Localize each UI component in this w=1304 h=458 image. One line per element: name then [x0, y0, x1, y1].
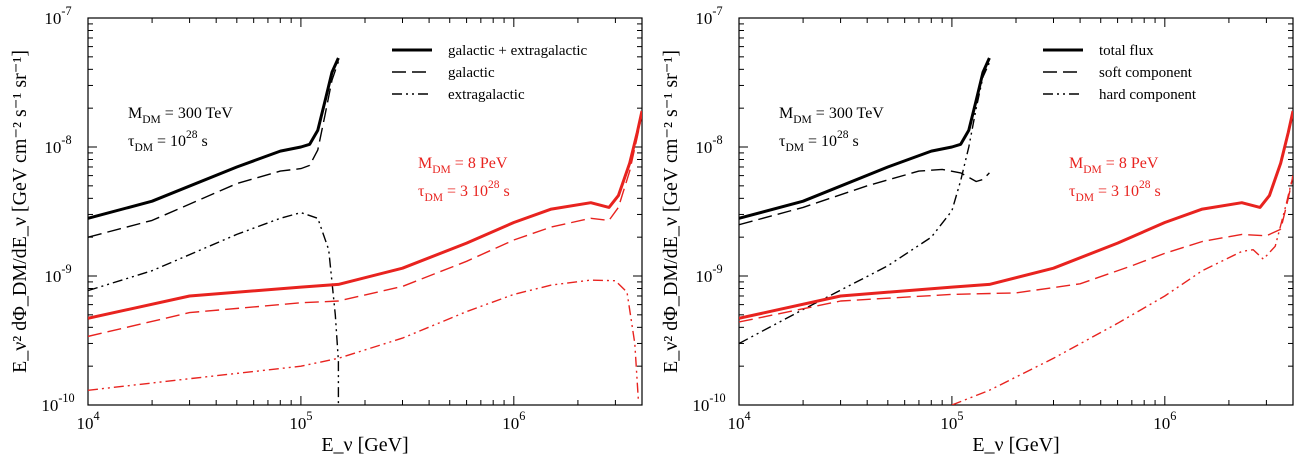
- y-tick-label: 10-7: [695, 4, 722, 28]
- series-line-5: [739, 175, 1293, 323]
- chart-panel-1: 104 105 106 10-10 10-9 10-8 10-7 E_ν [GeV] E_ν² …: [9, 4, 643, 456]
- series-line-6: [951, 175, 1293, 405]
- series-line-1: [88, 57, 340, 220]
- annotation-mass: MDM = 300 TeV: [779, 105, 884, 126]
- legend-label: total flux: [1099, 43, 1154, 59]
- legend-label: soft component: [1099, 65, 1193, 81]
- series-line-2: [739, 168, 990, 226]
- series-line-4: [88, 110, 642, 320]
- annotation-lifetime: τDM = 1028 s: [128, 129, 208, 154]
- annotation-mass: MDM = 8 PeV: [418, 155, 508, 176]
- series-line-3: [739, 62, 991, 345]
- x-axis-label: E_ν [GeV]: [972, 434, 1059, 456]
- y-tick-label: 10-8: [695, 133, 722, 157]
- series-line-4: [739, 110, 1293, 320]
- series-line-1: [739, 57, 991, 220]
- series-line-2: [88, 61, 340, 238]
- legend-label: extragalactic: [448, 87, 525, 103]
- y-tick-label: 10-10: [692, 391, 725, 415]
- legend-label: hard component: [1099, 87, 1197, 103]
- series-line-3: [88, 211, 340, 405]
- annotation-lifetime: τDM = 3 1028 s: [418, 179, 510, 204]
- series-group: [739, 57, 1293, 405]
- x-tick-label: 105: [940, 409, 963, 433]
- annotation-mass: MDM = 300 TeV: [128, 105, 233, 126]
- plot-frame: [738, 17, 1294, 406]
- x-tick-label: 106: [1153, 409, 1176, 433]
- y-tick-label: 10-9: [44, 262, 71, 286]
- x-tick-label: 105: [289, 409, 312, 433]
- x-tick-label: 104: [727, 409, 750, 433]
- x-tick-label: 104: [76, 409, 99, 433]
- annotation-lifetime: τDM = 3 1028 s: [1069, 179, 1161, 204]
- y-tick-label: 10-7: [44, 4, 71, 28]
- y-axis-label: E_ν² dΦ_DM/dE_ν [GeV cm⁻² s⁻¹ sr⁻¹]: [660, 50, 682, 373]
- x-axis-label: E_ν [GeV]: [321, 434, 408, 456]
- x-tick-label: 106: [502, 409, 525, 433]
- series-line-6: [88, 279, 640, 403]
- y-tick-label: 10-10: [41, 391, 74, 415]
- legend-label: galactic: [448, 65, 495, 81]
- legend-label: galactic + extragalactic: [448, 43, 588, 59]
- y-tick-label: 10-8: [44, 133, 71, 157]
- series-group: [88, 57, 642, 405]
- annotation-lifetime: τDM = 1028 s: [779, 129, 859, 154]
- y-tick-label: 10-9: [695, 262, 722, 286]
- chart-panel-2: 104 105 106 10-10 10-9 10-8 10-7 E_ν [GeV] E_ν² …: [660, 4, 1294, 456]
- y-axis-label: E_ν² dΦ_DM/dE_ν [GeV cm⁻² s⁻¹ sr⁻¹]: [9, 50, 31, 373]
- series-line-5: [88, 113, 642, 338]
- annotation-mass: MDM = 8 PeV: [1069, 155, 1159, 176]
